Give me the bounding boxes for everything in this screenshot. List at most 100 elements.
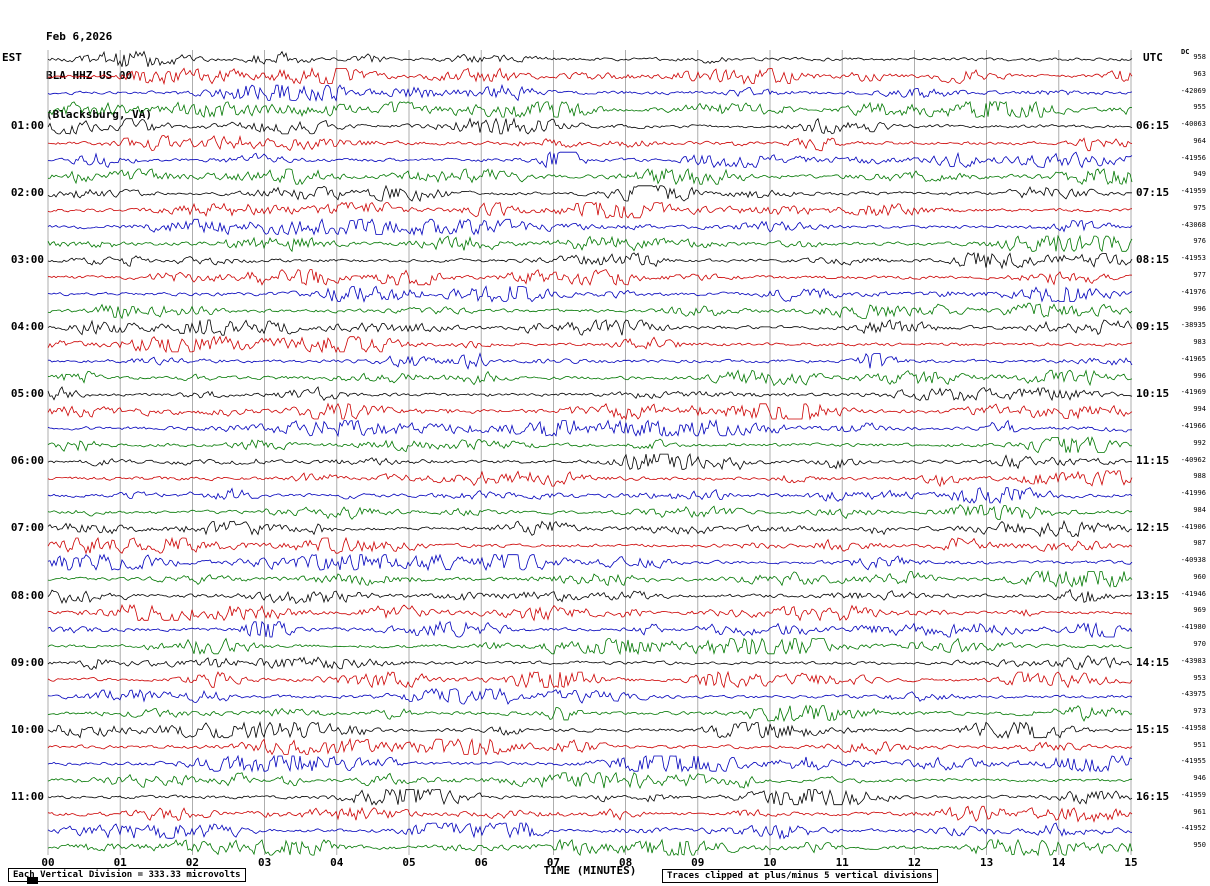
seismogram-trace	[47, 470, 1133, 488]
seismogram-trace	[47, 570, 1133, 588]
dc-offset-value: -43983	[1180, 656, 1206, 665]
seismogram-trace	[47, 419, 1132, 438]
seismogram-trace	[47, 670, 1133, 689]
seismogram-trace	[47, 504, 1133, 520]
x-tick-label: 10	[763, 856, 777, 869]
hour-label-est: 10:00	[10, 722, 44, 736]
dc-offset-value: 950	[1193, 841, 1206, 850]
hour-label-est: 08:00	[10, 588, 44, 602]
x-tick-label: 06	[474, 856, 488, 869]
dc-offset-value: 984	[1193, 505, 1206, 514]
seismogram-trace	[47, 788, 1133, 806]
seismogram-trace	[47, 252, 1133, 270]
seismogram-trace	[47, 704, 1133, 723]
dc-offset-value: -41956	[1180, 153, 1206, 162]
seismogram-trace	[47, 83, 1133, 102]
dc-offset-value: -43068	[1180, 220, 1206, 229]
seismogram-trace	[47, 655, 1133, 670]
hour-label-est: 06:00	[10, 454, 44, 468]
hour-label-utc: 15:15	[1136, 722, 1170, 736]
dc-offset-value: 996	[1193, 371, 1206, 380]
hour-label-utc: 08:15	[1136, 253, 1170, 267]
dc-offset-value: 958	[1193, 53, 1206, 61]
x-tick-label: 07	[546, 856, 561, 869]
seismogram-trace	[47, 135, 1133, 152]
seismogram-trace	[47, 184, 1133, 202]
x-tick-label: 14	[1052, 856, 1066, 869]
seismogram-trace	[47, 737, 1133, 756]
hour-label-est: 07:00	[10, 521, 44, 535]
dc-offset-value: -41976	[1180, 287, 1206, 296]
clip-note: Traces clipped at plus/minus 5 vertical …	[662, 869, 938, 883]
dc-offset-value: -40962	[1180, 455, 1206, 464]
hour-label-est: 02:00	[10, 186, 44, 200]
seismogram-trace	[47, 66, 1133, 86]
seismogram-trace	[47, 487, 1133, 504]
right-timezone-label: UTC	[1143, 51, 1163, 64]
x-tick-label: 11	[835, 856, 849, 869]
x-tick-label: 13	[979, 856, 994, 869]
dc-offset-value: -41965	[1180, 354, 1206, 363]
dc-offset-value: 961	[1193, 807, 1206, 816]
seismogram-trace	[47, 536, 1133, 555]
dc-offset-value: 970	[1193, 639, 1206, 648]
x-tick-label: 02	[185, 856, 200, 869]
hour-label-utc: 13:15	[1136, 588, 1170, 602]
seismogram-trace	[47, 436, 1133, 454]
x-tick-label: 15	[1124, 856, 1138, 869]
x-tick-label: 12	[907, 856, 922, 869]
hour-label-est: 05:00	[10, 387, 44, 401]
seismogram-trace	[47, 603, 1133, 622]
hour-label-utc: 06:15	[1136, 118, 1170, 132]
seismogram-trace	[47, 805, 1133, 823]
seismogram-trace	[47, 838, 1133, 857]
dc-offset-value: 960	[1193, 572, 1206, 581]
hour-label-utc: 12:15	[1136, 521, 1170, 535]
x-tick-label: 04	[330, 856, 344, 869]
dc-offset-header-label: DC	[1181, 48, 1190, 56]
seismogram-trace	[47, 771, 1133, 789]
dc-offset-value: 969	[1193, 606, 1206, 615]
x-tick-label: 05	[402, 856, 416, 869]
seismogram-trace	[47, 201, 1133, 219]
seismogram-trace	[47, 687, 1133, 705]
hour-label-utc: 10:15	[1136, 387, 1170, 401]
dc-offset-value: -41966	[1180, 421, 1206, 430]
dc-offset-value: 953	[1193, 673, 1206, 682]
dc-offset-value: -41953	[1180, 254, 1206, 263]
dc-offset-value: 987	[1193, 539, 1206, 548]
hour-label-est: 04:00	[10, 320, 44, 334]
seismogram-trace	[47, 519, 1133, 538]
x-tick-label: 01	[113, 856, 127, 869]
seismogram-trace	[47, 386, 1133, 402]
hour-label-est: 11:00	[10, 789, 44, 803]
seismogram-trace	[47, 369, 1133, 387]
dc-offset-value: -42069	[1180, 86, 1206, 95]
hour-label-est: 09:00	[10, 655, 44, 669]
dc-offset-value: 977	[1193, 271, 1206, 280]
seismogram-trace	[47, 352, 1133, 370]
dc-offset-value: -41958	[1180, 723, 1206, 732]
seismogram-trace	[47, 117, 1133, 135]
dc-offset-value: -41946	[1180, 589, 1206, 598]
seismogram-trace	[47, 637, 1133, 656]
dc-offset-value: 964	[1193, 136, 1206, 145]
hour-label-utc: 11:15	[1136, 454, 1170, 468]
dc-offset-value: -41969	[1180, 388, 1206, 397]
header: Feb 6,2026 BLA HHZ US 00 (Blacksburg, VA…	[46, 4, 152, 147]
hour-label-utc: 07:15	[1136, 186, 1170, 200]
dc-offset-value: 975	[1193, 203, 1206, 212]
dc-offset-value: 946	[1193, 774, 1206, 783]
hour-label-utc: 16:15	[1136, 789, 1170, 803]
dc-offset-value: 976	[1193, 237, 1206, 246]
dc-offset-value: -41952	[1180, 824, 1206, 833]
seismogram-trace	[47, 302, 1133, 320]
x-tick-label: 03	[257, 856, 272, 869]
seismogram-trace	[47, 167, 1133, 186]
hour-label-utc: 09:15	[1136, 320, 1170, 334]
seismogram-trace	[47, 822, 1133, 840]
seismogram-trace	[47, 620, 1133, 639]
hour-label-est: 01:00	[10, 118, 44, 132]
